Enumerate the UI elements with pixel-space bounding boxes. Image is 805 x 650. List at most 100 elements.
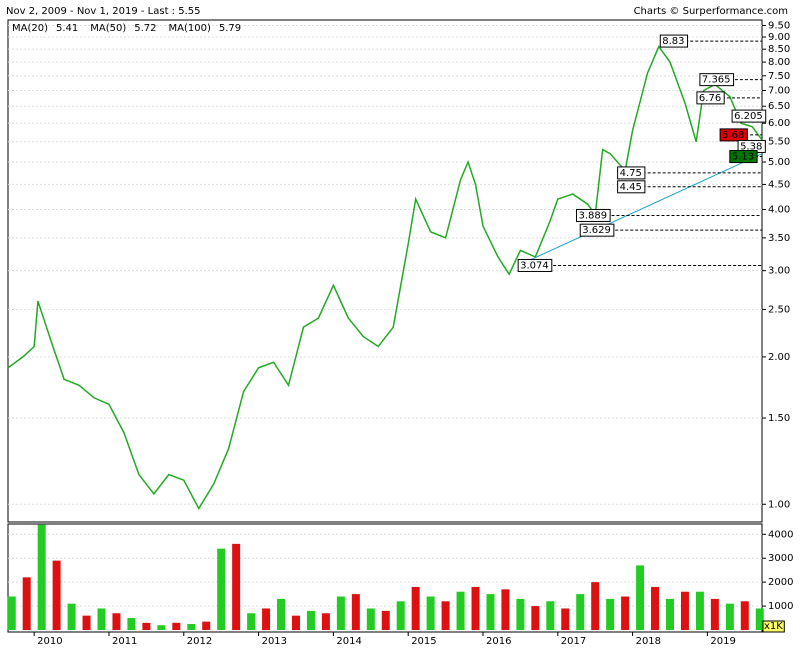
unit-label-box [762, 620, 785, 633]
volume-panel [7, 523, 763, 633]
volume-bar [291, 615, 300, 630]
credit: Charts © Surperformance.com [634, 6, 788, 17]
annotation-box [719, 128, 748, 142]
volume-bar [217, 548, 226, 630]
volume-bar [7, 596, 16, 630]
y-tick-label: 4.50 [768, 179, 790, 190]
y-tick-label: 1.00 [768, 499, 790, 510]
annotation-box [659, 34, 689, 48]
y-tick-label: 5.50 [768, 137, 790, 148]
x-tick-label: 2016 [486, 636, 511, 647]
volume-bar [142, 622, 151, 630]
y-tick-label: 4000 [768, 529, 793, 540]
annotation-box [699, 73, 735, 87]
annotation-box [729, 150, 758, 164]
volume-bar [247, 613, 256, 630]
legend-label: MA(100) [169, 23, 211, 34]
volume-bar [67, 603, 76, 630]
annotation-label: 5.13 [732, 152, 754, 163]
x-tick-label: 2013 [262, 636, 287, 647]
volume-bar [366, 608, 375, 630]
volume-bar [621, 596, 630, 630]
chart-header: Nov 2, 2009 - Nov 1, 2019 - Last : 5.55 [6, 6, 200, 17]
volume-bar [755, 608, 764, 630]
x-tick-label: 2011 [112, 636, 137, 647]
volume-bar [665, 598, 674, 630]
volume-bar [426, 596, 435, 630]
legend-label: MA(20) [12, 23, 48, 34]
y-tick-label: 9.00 [768, 32, 790, 43]
legend-label: MA(50) [90, 23, 126, 34]
y-tick-label: 7.00 [768, 85, 790, 96]
volume-bar [486, 594, 495, 630]
y-tick-label: 6.50 [768, 101, 790, 112]
volume-bar [441, 601, 450, 630]
volume-bar [306, 610, 315, 630]
volume-bar [97, 608, 106, 630]
y-tick-label: 9.50 [768, 21, 790, 32]
volume-bar [277, 598, 286, 630]
annotation-label: 5.38 [740, 141, 762, 152]
annotation-box [517, 258, 553, 272]
annotation-box [617, 166, 646, 180]
annotation-box [579, 223, 615, 237]
annotation-box [617, 180, 646, 194]
y-tick-label: 2.00 [768, 352, 790, 363]
volume-bar [531, 606, 540, 630]
volume-bar [262, 608, 271, 630]
volume-bar [336, 596, 345, 630]
volume-bar [381, 610, 390, 630]
volume-bar [680, 591, 689, 630]
annotation-label: 3.074 [520, 260, 549, 271]
volume-bar [591, 582, 600, 630]
price-line [7, 45, 763, 511]
legend-value: 5.72 [134, 23, 156, 34]
volume-bar [321, 613, 330, 630]
annotation-label: 8.83 [662, 36, 684, 47]
volume-bar [187, 624, 196, 630]
annotation-box [575, 208, 611, 222]
volume-bar [172, 622, 181, 630]
annotation-label: 4.75 [620, 168, 642, 179]
volume-bar [396, 601, 405, 630]
volume-bar [411, 586, 420, 630]
y-tick-label: 5.00 [768, 157, 790, 168]
y-tick-label: 6.00 [768, 118, 790, 129]
annotation-box [696, 91, 725, 105]
annotation-box [731, 109, 767, 123]
annotation-label: 6.205 [734, 111, 763, 122]
y-tick-label: 7.50 [768, 71, 790, 82]
volume-bar [725, 603, 734, 630]
volume-bar [22, 577, 31, 630]
annotation-label: 5.68 [722, 130, 744, 141]
x-tick-label: 2015 [411, 636, 436, 647]
x-tick-label: 2014 [336, 636, 361, 647]
y-tick-label: 8.00 [768, 57, 790, 68]
volume-bar [501, 589, 510, 630]
y-tick-label: 3.50 [768, 233, 790, 244]
unit-label: x1K [764, 621, 783, 632]
trendline [517, 153, 763, 266]
x-tick-label: 2018 [636, 636, 661, 647]
volume-bar [232, 543, 241, 630]
volume-bar [471, 586, 480, 630]
annotation-label: 3.629 [582, 225, 611, 236]
volume-bar [695, 591, 704, 630]
annotation-label: 3.889 [578, 210, 607, 221]
x-tick-label: 2012 [187, 636, 212, 647]
x-tick-label: 2017 [561, 636, 586, 647]
x-tick-label: 2010 [37, 636, 62, 647]
volume-bar [606, 598, 615, 630]
y-tick-label: 1.50 [768, 413, 790, 424]
y-tick-label: 2000 [768, 577, 793, 588]
volume-bar [576, 594, 585, 630]
volume-bar [740, 601, 749, 630]
annotation-label: 4.45 [620, 182, 642, 193]
x-tick-label: 2019 [710, 636, 735, 647]
volume-bar [351, 594, 360, 630]
volume-bar [202, 621, 211, 630]
y-tick-label: 4.00 [768, 204, 790, 215]
y-tick-label: 3000 [768, 553, 793, 564]
